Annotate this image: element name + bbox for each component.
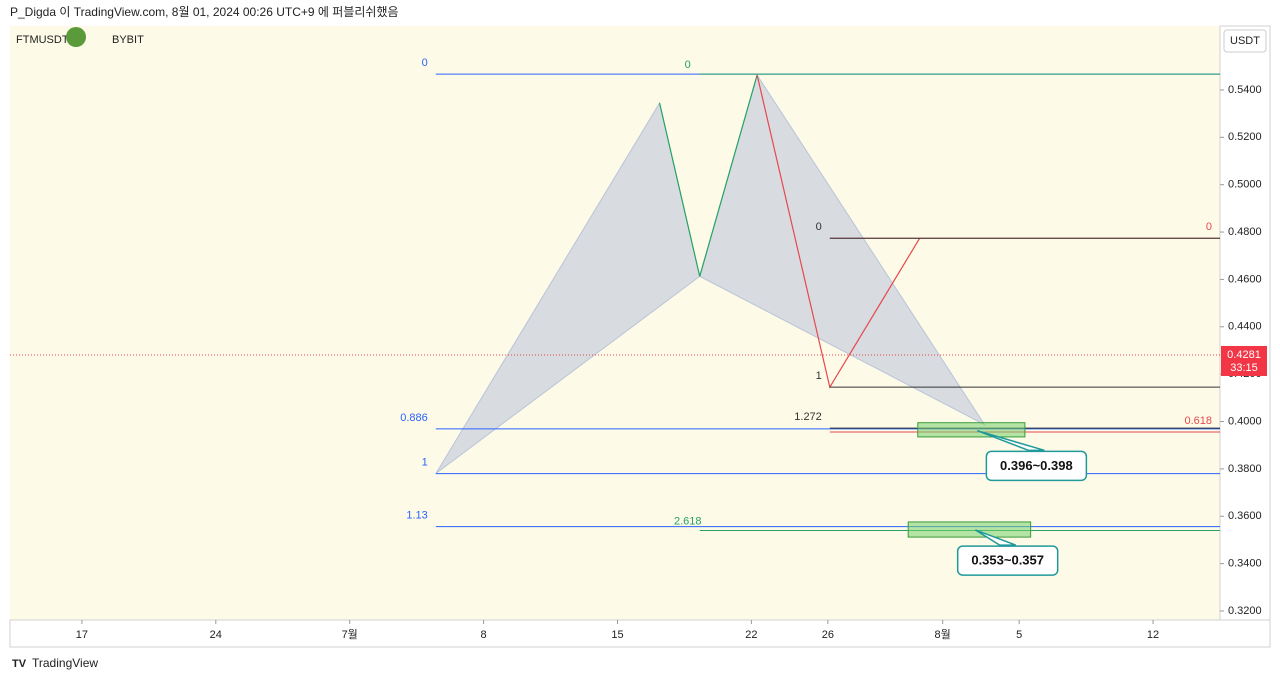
y-tick-label: 0.4000 bbox=[1228, 415, 1262, 427]
y-tick-label: 0.4400 bbox=[1228, 321, 1262, 333]
x-tick-label: 7월 bbox=[342, 628, 358, 641]
callout bbox=[985, 450, 1088, 482]
header-title: P_Digda 이 TradingView.com, 8월 01, 2024 0… bbox=[10, 5, 399, 19]
target-zone bbox=[907, 521, 1032, 538]
y-tick-label: 0.5200 bbox=[1228, 131, 1262, 143]
x-tick-label: 22 bbox=[745, 629, 757, 641]
logo: TV bbox=[12, 658, 27, 670]
brand: TradingView bbox=[32, 656, 98, 670]
currency-button[interactable] bbox=[1223, 29, 1267, 53]
target-zone bbox=[917, 422, 1026, 438]
fib-label: 1.272 bbox=[794, 411, 822, 423]
time-axis bbox=[9, 619, 1271, 648]
fib-label: 0.618 bbox=[1184, 415, 1212, 427]
x-tick-label: 17 bbox=[76, 629, 88, 641]
fib-label: 0.886 bbox=[400, 412, 428, 424]
currency: USDT bbox=[1230, 35, 1260, 47]
exchange: BYBIT bbox=[112, 34, 144, 46]
x-tick-label: 15 bbox=[611, 629, 623, 641]
callout-text: 0.396~0.398 bbox=[1000, 458, 1073, 473]
countdown: 33:15 bbox=[1230, 362, 1258, 374]
fib-label: 0 bbox=[685, 59, 691, 71]
x-tick-label: 26 bbox=[822, 629, 834, 641]
y-tick-label: 0.4600 bbox=[1228, 273, 1262, 285]
y-tick-label: 0.5400 bbox=[1228, 84, 1262, 96]
fib-label: 2.618 bbox=[674, 515, 702, 527]
fib-label: 1 bbox=[816, 370, 822, 382]
last-price-label: 0.4281 bbox=[1227, 349, 1261, 361]
y-tick-label: 0.3400 bbox=[1228, 558, 1262, 570]
y-tick-label: 0.3200 bbox=[1228, 605, 1262, 617]
plot-area bbox=[10, 26, 1220, 620]
y-tick-label: 0.5000 bbox=[1228, 179, 1262, 191]
fib-label: 1.13 bbox=[406, 510, 427, 522]
symbol: FTMUSDT bbox=[16, 34, 69, 46]
callout bbox=[956, 545, 1059, 576]
y-tick-label: 0.4800 bbox=[1228, 226, 1262, 238]
callout-pointer bbox=[975, 529, 1016, 546]
fib-label: 0 bbox=[1206, 221, 1212, 233]
last-price-tag bbox=[1221, 345, 1267, 376]
y-tick-label: 0.3800 bbox=[1228, 463, 1262, 475]
fib-label: 1 bbox=[422, 457, 428, 469]
x-tick-label: 8월 bbox=[935, 628, 951, 641]
pattern-leg bbox=[658, 74, 758, 277]
callout-pointer bbox=[977, 429, 1045, 452]
x-tick-label: 5 bbox=[1016, 629, 1022, 641]
x-tick-label: 8 bbox=[481, 629, 487, 641]
avatar bbox=[66, 27, 86, 47]
fib-label: 0 bbox=[422, 57, 428, 69]
x-tick-label: 12 bbox=[1147, 629, 1159, 641]
fib-label: 0 bbox=[816, 221, 822, 233]
y-tick-label: 0.3600 bbox=[1228, 510, 1262, 522]
x-tick-label: 24 bbox=[210, 629, 222, 641]
callout-text: 0.353~0.357 bbox=[971, 553, 1044, 568]
